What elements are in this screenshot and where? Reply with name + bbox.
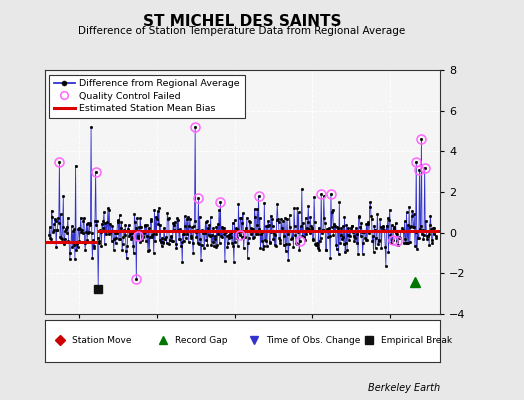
Legend: Difference from Regional Average, Quality Control Failed, Estimated Station Mean: Difference from Regional Average, Qualit… xyxy=(49,75,245,118)
Text: Station Move: Station Move xyxy=(72,336,132,345)
Difference from Regional Average xyxy=(222,228,228,233)
Difference from Regional Average xyxy=(433,235,440,240)
Text: ST MICHEL DES SAINTS: ST MICHEL DES SAINTS xyxy=(143,14,341,29)
Difference from Regional Average xyxy=(147,234,153,239)
Line: Difference from Regional Average: Difference from Regional Average xyxy=(48,126,438,287)
Difference from Regional Average xyxy=(116,237,122,242)
Text: Berkeley Earth: Berkeley Earth xyxy=(368,383,440,393)
Difference from Regional Average xyxy=(276,220,282,224)
Difference from Regional Average xyxy=(306,226,312,231)
Difference from Regional Average xyxy=(339,237,345,242)
Difference from Regional Average xyxy=(46,232,52,237)
Text: Record Gap: Record Gap xyxy=(175,336,227,345)
Text: Time of Obs. Change: Time of Obs. Change xyxy=(266,336,361,345)
Difference from Regional Average xyxy=(88,124,94,129)
Text: Empirical Break: Empirical Break xyxy=(381,336,452,345)
Text: Difference of Station Temperature Data from Regional Average: Difference of Station Temperature Data f… xyxy=(79,26,406,36)
Difference from Regional Average xyxy=(95,283,101,288)
